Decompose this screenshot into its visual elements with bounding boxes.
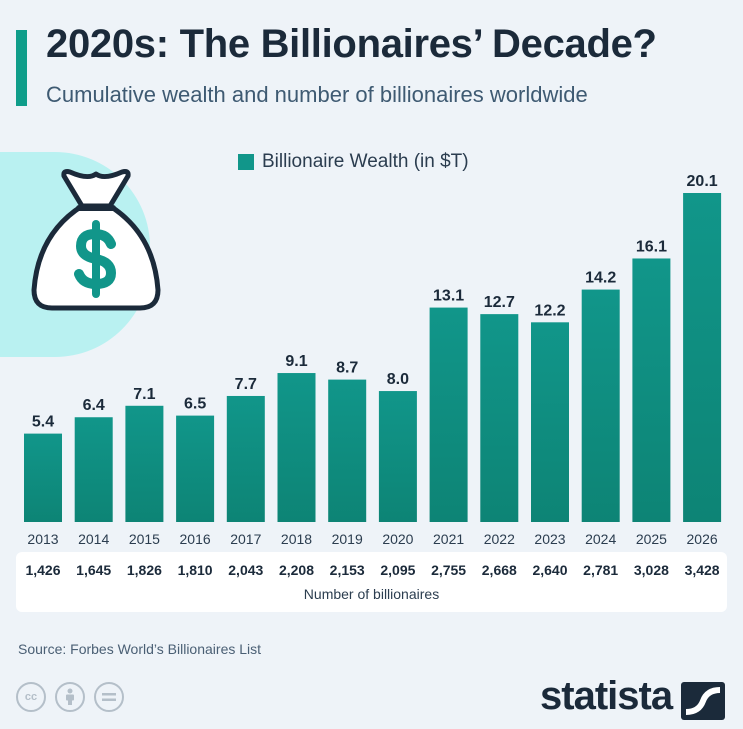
x-tick-label-2022: 2022 [484, 531, 515, 547]
title-accent-bar [16, 30, 27, 106]
bar-2026 [683, 193, 722, 522]
bar-2018 [277, 373, 316, 522]
billionaire-count-2025: 3,028 [633, 562, 669, 578]
bar-2019 [328, 379, 367, 522]
billionaire-count-2026: 3,428 [684, 562, 720, 578]
bar-2015 [125, 405, 164, 522]
billionaire-count-2024: 2,781 [583, 562, 619, 578]
x-tick-label-2019: 2019 [332, 531, 363, 547]
billionaire-count-2021: 2,755 [431, 562, 467, 578]
x-tick-label-2014: 2014 [78, 531, 109, 547]
data-label-2015: 7.1 [133, 386, 155, 403]
x-tick-label-2026: 2026 [687, 531, 718, 547]
bar-2021 [429, 307, 468, 522]
bar-2013 [24, 433, 62, 522]
data-label-2018: 9.1 [285, 353, 307, 370]
data-label-2019: 8.7 [336, 360, 358, 377]
data-label-2020: 8.0 [387, 371, 409, 388]
bar-2014 [74, 417, 113, 522]
data-label-2017: 7.7 [235, 376, 257, 393]
x-tick-label-2018: 2018 [281, 531, 312, 547]
bar-2024 [581, 289, 620, 522]
x-tick-label-2013: 2013 [27, 531, 58, 547]
billionaire-count-2023: 2,640 [532, 562, 568, 578]
billionaire-count-2017: 2,043 [228, 562, 264, 578]
data-label-2022: 12.7 [484, 294, 515, 311]
statista-wordmark[interactable]: statista [540, 674, 673, 718]
bar-2017 [226, 395, 265, 522]
x-tick-label-2020: 2020 [382, 531, 413, 547]
x-tick-label-2016: 2016 [180, 531, 211, 547]
billionaire-count-2013: 1,426 [25, 562, 61, 578]
no-derivatives-icon[interactable] [94, 682, 124, 712]
bar-2025 [632, 258, 671, 522]
chart-title: 2020s: The Billionaires’ Decade? [46, 22, 657, 66]
x-tick-label-2021: 2021 [433, 531, 464, 547]
data-label-2014: 6.4 [83, 397, 105, 414]
legend-label: Billionaire Wealth (in $T) [262, 151, 469, 172]
billionaire-count-2018: 2,208 [278, 562, 315, 578]
bar-2023 [531, 322, 569, 522]
legend-swatch [238, 154, 254, 170]
billionaire-count-2014: 1,645 [76, 562, 112, 578]
billionaire-count-2015: 1,826 [126, 562, 162, 578]
x-tick-label-2023: 2023 [534, 531, 565, 547]
data-label-2025: 16.1 [636, 238, 667, 255]
data-label-2021: 13.1 [433, 288, 464, 305]
x-tick-label-2017: 2017 [230, 531, 261, 547]
creative-commons-icon[interactable]: cc [16, 682, 46, 712]
billionaire-counts-panel: 1,426 1,645 1,826 1,810 2,043 2,208 2,153 2,095… [16, 552, 727, 612]
chart-legend: Billionaire Wealth (in $T) [238, 150, 469, 174]
data-label-2016: 6.5 [184, 396, 206, 413]
chart-subtitle: Cumulative wealth and number of billiona… [46, 82, 588, 107]
data-label-2023: 12.2 [534, 302, 565, 319]
x-tick-label-2024: 2024 [585, 531, 616, 547]
data-label-2013: 5.4 [32, 414, 54, 431]
money-bag-icon [31, 169, 161, 311]
attribution-icon[interactable] [55, 682, 85, 712]
counts-axis-label: Number of billionaires [303, 586, 440, 602]
data-label-2026: 20.1 [687, 173, 718, 190]
data-label-2024: 14.2 [585, 270, 616, 287]
x-tick-label-2025: 2025 [636, 531, 667, 547]
bar-2016 [176, 415, 215, 522]
billionaire-count-2022: 2,668 [481, 562, 517, 578]
bar-chart: 5.4 2013 6.4 2014 7.1 2015 6.5 2016 7.7 2017 9.1 20… [24, 173, 722, 547]
billionaire-count-2019: 2,153 [329, 562, 365, 578]
license-icons: cc [16, 682, 124, 712]
source-note: Source: Forbes World’s Billionaires List [18, 641, 262, 657]
billionaire-count-2016: 1,810 [177, 562, 213, 578]
billionaire-count-2020: 2,095 [380, 562, 416, 578]
statista-logo-icon[interactable] [681, 682, 725, 720]
bar-2022 [480, 314, 519, 522]
bar-2020 [378, 391, 417, 522]
x-tick-label-2015: 2015 [129, 531, 160, 547]
